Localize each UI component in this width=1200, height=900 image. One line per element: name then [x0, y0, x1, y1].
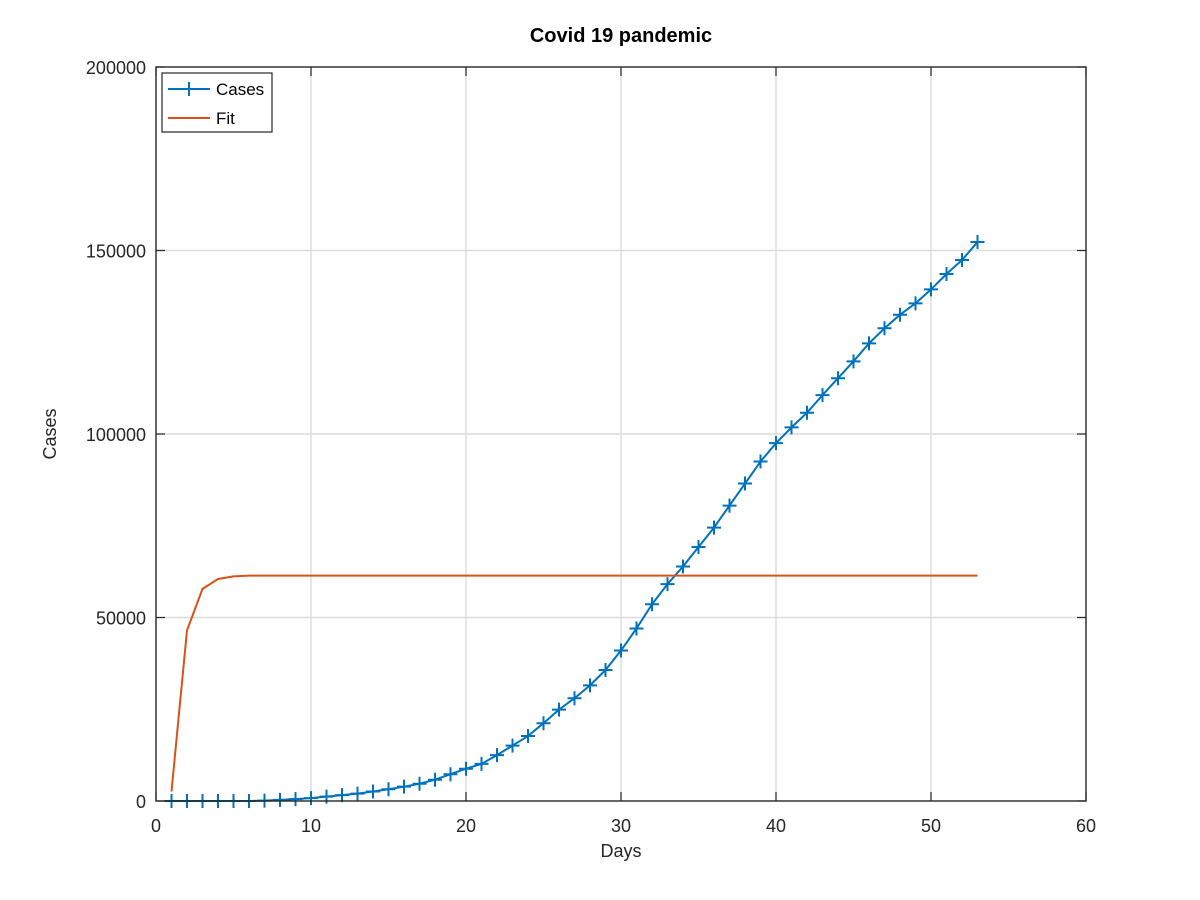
legend-box	[161, 72, 273, 133]
data-point-cases	[273, 792, 287, 807]
legend-marker-cases	[182, 82, 196, 96]
x-tick-label: 0	[151, 816, 161, 836]
data-series	[164, 235, 985, 808]
legend-label-fit: Fit	[216, 109, 235, 128]
data-point-cases	[335, 788, 349, 803]
data-point-cases	[676, 559, 690, 574]
y-tick-label: 150000	[86, 242, 146, 262]
data-point-cases	[397, 779, 411, 794]
data-point-cases	[521, 729, 535, 744]
data-point-cases	[366, 784, 380, 799]
legend: Cases Fit	[161, 72, 273, 133]
y-tick-label: 0	[136, 792, 146, 812]
data-point-cases	[598, 662, 613, 677]
data-point-cases	[784, 420, 799, 435]
data-point-cases	[583, 678, 597, 693]
data-point-cases	[459, 761, 473, 776]
y-tick-labels: 0 50000 100000 150000 200000	[86, 58, 146, 812]
data-point-cases	[939, 266, 954, 281]
data-point-cases	[614, 643, 628, 658]
data-point-cases	[428, 772, 442, 787]
data-point-cases	[660, 577, 675, 592]
data-point-cases	[862, 336, 876, 351]
x-tick-label: 40	[766, 816, 786, 836]
y-tick-label: 50000	[96, 609, 146, 629]
data-point-cases	[350, 786, 365, 801]
data-point-cases	[304, 791, 318, 806]
data-point-cases	[955, 253, 969, 268]
x-tick-label: 10	[301, 816, 321, 836]
data-point-cases	[552, 702, 566, 717]
data-point-cases	[567, 691, 582, 706]
data-point-cases	[505, 738, 520, 753]
y-axis-label: Cases	[40, 408, 60, 459]
series-line-fit	[170, 574, 978, 792]
data-point-cases	[474, 756, 489, 771]
x-tick-label: 30	[611, 816, 631, 836]
chart-title: Covid 19 pandemic	[530, 25, 712, 47]
data-point-cases	[629, 621, 644, 636]
data-point-cases	[288, 792, 303, 807]
data-point-cases	[412, 776, 427, 791]
data-point-cases	[908, 296, 923, 311]
data-point-cases	[846, 354, 861, 369]
y-tick-label: 200000	[86, 58, 146, 78]
data-point-cases	[924, 282, 938, 297]
plot-frame	[155, 66, 1087, 802]
data-point-cases	[645, 597, 659, 612]
y-tick-label: 100000	[86, 425, 146, 445]
data-point-cases	[381, 782, 396, 797]
data-point-cases	[769, 436, 783, 451]
data-point-cases	[753, 454, 768, 469]
x-axis-label: Days	[600, 841, 641, 861]
data-point-cases	[800, 405, 814, 420]
data-point-cases	[815, 388, 830, 403]
data-point-cases	[490, 748, 504, 763]
grid	[156, 67, 1086, 801]
data-point-cases	[893, 307, 907, 322]
x-tick-label: 20	[456, 816, 476, 836]
data-point-cases	[831, 371, 845, 386]
data-point-cases	[536, 716, 551, 731]
x-tick-labels: 0 10 20 30 40 50 60	[151, 816, 1096, 836]
data-point-cases	[443, 767, 458, 782]
x-tick-label: 50	[921, 816, 941, 836]
data-point-cases	[722, 498, 737, 513]
data-point-cases	[738, 476, 752, 491]
x-tick-label: 60	[1076, 816, 1096, 836]
data-point-cases	[970, 235, 985, 250]
legend-label-cases: Cases	[216, 80, 264, 99]
data-point-cases	[877, 321, 892, 336]
data-point-cases	[707, 520, 721, 535]
data-point-cases	[691, 540, 706, 555]
